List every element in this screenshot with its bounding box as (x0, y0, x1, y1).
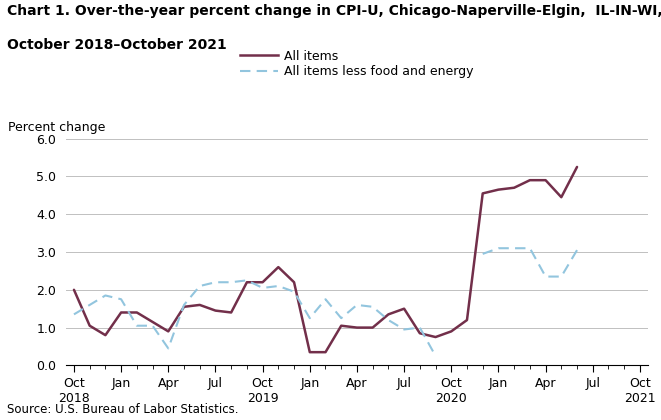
Legend: All items, All items less food and energy: All items, All items less food and energ… (241, 50, 473, 78)
Text: Source: U.S. Bureau of Labor Statistics.: Source: U.S. Bureau of Labor Statistics. (7, 403, 238, 416)
Text: Percent change: Percent change (8, 121, 105, 134)
Text: October 2018–October 2021: October 2018–October 2021 (7, 38, 226, 52)
Text: Chart 1. Over-the-year percent change in CPI-U, Chicago-Naperville-Elgin,  IL-IN: Chart 1. Over-the-year percent change in… (7, 4, 661, 18)
